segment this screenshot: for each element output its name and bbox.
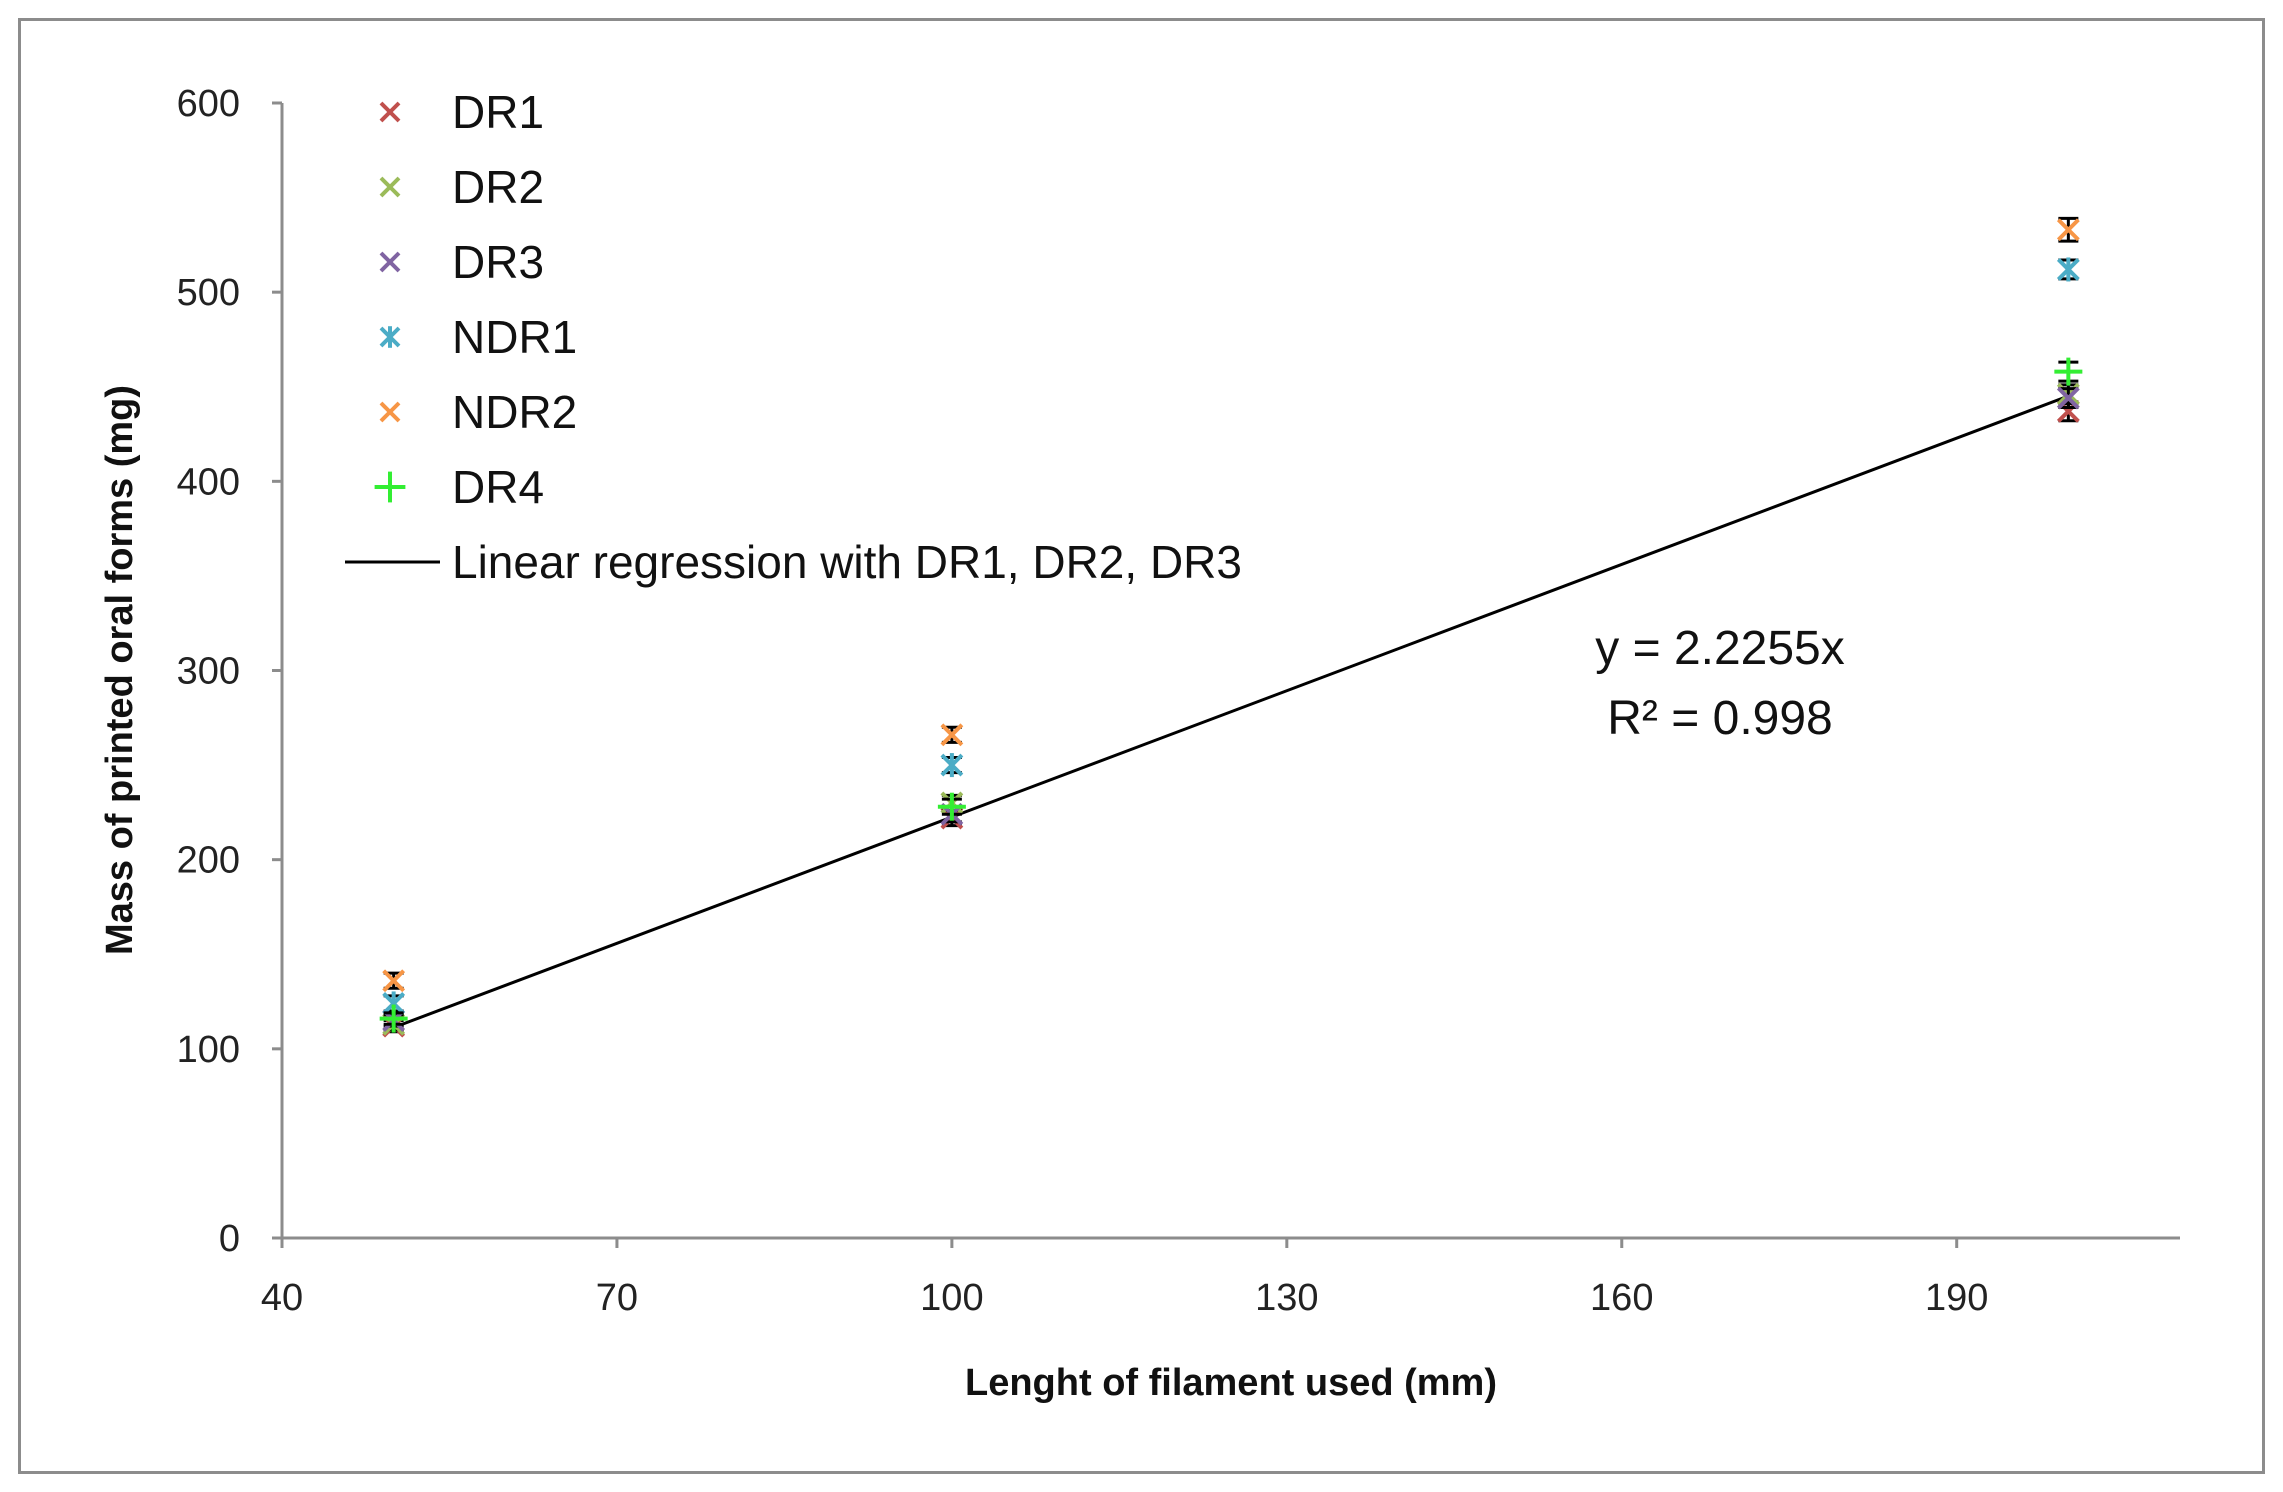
data-point-dr4: [2054, 357, 2083, 386]
r-squared-label: R² = 0.998: [1607, 692, 1832, 745]
x-tick-label: 130: [1255, 1277, 1318, 1319]
legend-marker-dr2: [379, 176, 401, 198]
marker-stroke: [2056, 386, 2080, 410]
y-axis-title: Mass of printed oral forms (mg): [99, 385, 141, 955]
legend-label-dr1: DR1: [452, 86, 544, 138]
legend-label-regression: Linear regression with DR1, DR2, DR3: [452, 536, 1242, 588]
marker-stroke: [379, 176, 401, 198]
legend-label-dr4: DR4: [452, 461, 544, 513]
x-axis-title: Lenght of filament used (mm): [965, 1362, 1497, 1404]
legend-marker-dr4: [374, 471, 406, 503]
legend-label-ndr2: NDR2: [452, 386, 577, 438]
y-tick-label: 200: [177, 840, 240, 882]
y-tick-label: 400: [177, 461, 240, 503]
data-point-dr4: [379, 1004, 408, 1033]
legend-marker-ndr1: [379, 326, 401, 348]
y-tick-label: 600: [177, 83, 240, 125]
data-point-ndr2: [940, 723, 964, 747]
x-tick-label: 160: [1590, 1277, 1653, 1319]
marker-stroke: [379, 401, 401, 423]
marker-stroke: [379, 101, 401, 123]
x-tick-label: 70: [596, 1277, 638, 1319]
legend-marker-ndr2: [379, 401, 401, 423]
x-tick-label: 190: [1925, 1277, 1988, 1319]
marker-stroke: [382, 969, 406, 993]
data-point-ndr1: [940, 753, 964, 778]
marker-stroke: [2056, 218, 2080, 242]
regression-line: [393, 394, 2069, 1029]
legend-label-ndr1: NDR1: [452, 311, 577, 363]
data-point-dr4: [937, 792, 966, 821]
legend-marker-dr1: [379, 101, 401, 123]
y-tick-label: 300: [177, 651, 240, 693]
marker-stroke: [940, 723, 964, 747]
x-tick-label: 100: [920, 1277, 983, 1319]
marker-stroke: [379, 251, 401, 273]
data-point-ndr2: [382, 969, 406, 993]
y-tick-label: 500: [177, 272, 240, 314]
regression-equation: y = 2.2255x: [1595, 622, 1845, 675]
data-point-ndr2: [2056, 218, 2080, 242]
data-point-ndr1: [2056, 257, 2080, 282]
y-tick-label: 100: [177, 1029, 240, 1071]
y-tick-label: 0: [219, 1218, 240, 1260]
x-tick-label: 40: [261, 1277, 303, 1319]
legend-marker-dr3: [379, 251, 401, 273]
data-point-dr3: [2056, 386, 2080, 410]
legend-label-dr2: DR2: [452, 161, 544, 213]
legend-label-dr3: DR3: [452, 236, 544, 288]
